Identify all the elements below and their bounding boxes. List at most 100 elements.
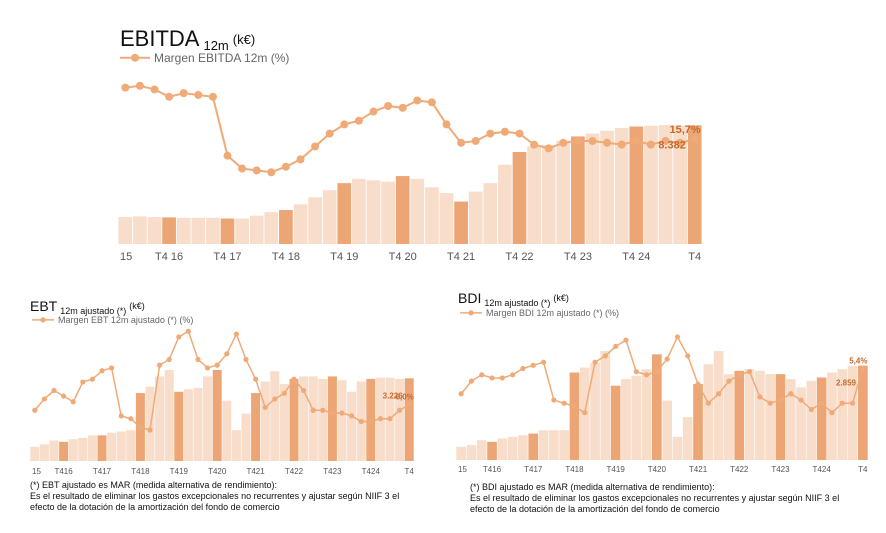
bdi-line-point bbox=[716, 391, 722, 397]
ebt-line-point bbox=[329, 410, 335, 416]
ebt-line-point bbox=[320, 407, 326, 413]
ebt-x-tick-label: T417 bbox=[93, 467, 112, 476]
ebt-bar bbox=[87, 435, 97, 461]
bdi-line-point bbox=[695, 381, 701, 387]
ebt-line-point bbox=[233, 331, 239, 337]
bdi-bar bbox=[744, 369, 755, 460]
ebitda-bar bbox=[279, 210, 293, 244]
bdi-bar bbox=[610, 385, 621, 460]
ebt-bar bbox=[279, 384, 289, 461]
ebitda-line-point bbox=[617, 140, 626, 149]
ebitda-x-tick-label: T4 22 bbox=[505, 251, 533, 263]
ebitda-bar bbox=[352, 178, 366, 244]
ebitda-chart: EBITDA 12m (k€) Margen EBITDA 12m (%) 8.382 1… bbox=[118, 26, 702, 263]
ebitda-bar bbox=[498, 164, 512, 244]
ebitda-x-tick-label: T4 17 bbox=[213, 251, 241, 263]
bdi-x-tick-label: T422 bbox=[730, 465, 749, 474]
bdi-x-tick-label: T420 bbox=[648, 465, 667, 474]
bdi-bar bbox=[693, 384, 703, 460]
ebt-bar bbox=[404, 378, 414, 461]
ebitda-title-unit: (k€) bbox=[233, 32, 255, 47]
ebitda-line-point bbox=[559, 138, 568, 147]
ebitda-line-point bbox=[179, 89, 188, 98]
ebt-line-point bbox=[166, 356, 172, 363]
ebt-bar bbox=[337, 380, 347, 461]
ebitda-line-point bbox=[384, 102, 393, 110]
ebitda-line-point bbox=[588, 136, 597, 145]
bdi-line-points bbox=[458, 334, 866, 416]
bdi-line-point bbox=[551, 397, 557, 403]
ebt-bar bbox=[270, 371, 280, 461]
bdi-bar bbox=[785, 379, 796, 460]
ebitda-line-point bbox=[281, 162, 290, 171]
ebitda-bar bbox=[264, 212, 279, 244]
ebt-line-point bbox=[397, 407, 403, 413]
bdi-x-tick-label: T416 bbox=[483, 465, 502, 474]
bdi-x-tick-label: T418 bbox=[565, 465, 584, 474]
ebitda-line-point bbox=[486, 129, 495, 138]
bdi-line-point bbox=[849, 400, 856, 406]
bdi-x-tick-label: T423 bbox=[771, 465, 790, 474]
ebt-footnote: (*) EBT ajustado es MAR (medida alternat… bbox=[30, 480, 399, 513]
ebitda-bar bbox=[541, 144, 556, 244]
ebitda-bar bbox=[687, 125, 702, 244]
ebitda-x-tick-label: T4 24 bbox=[622, 251, 650, 263]
ebt-line-point bbox=[339, 410, 345, 416]
bdi-bar bbox=[682, 417, 693, 460]
ebt-margin-line bbox=[34, 330, 410, 431]
ebt-line-point bbox=[147, 427, 153, 433]
ebt-bar bbox=[155, 376, 165, 461]
ebt-bar bbox=[231, 430, 241, 461]
bdi-line-point bbox=[839, 400, 845, 406]
bdi-line-point bbox=[746, 369, 753, 375]
bdi-line-point bbox=[592, 359, 598, 365]
ebt-bar bbox=[308, 376, 318, 461]
ebitda-x-tick-label: T4 20 bbox=[389, 251, 417, 263]
ebitda-line-point bbox=[427, 98, 436, 107]
bdi-bar bbox=[858, 365, 868, 460]
ebt-title-sub: 12m ajustado (*) bbox=[60, 306, 126, 316]
bdi-bar bbox=[796, 387, 806, 460]
ebt-line-point bbox=[301, 387, 307, 394]
bdi-footnote-line-3: efecto de la dotación de la amortización… bbox=[470, 504, 720, 514]
ebitda-margin-line bbox=[125, 84, 695, 174]
ebitda-bar bbox=[673, 125, 687, 244]
bdi-line-point bbox=[468, 378, 475, 384]
ebitda-line-points bbox=[121, 81, 699, 177]
bdi-bar bbox=[476, 440, 487, 460]
bdi-legend-label: Margen BDI 12m ajustado (*) (%) bbox=[486, 308, 619, 318]
ebitda-bar bbox=[293, 204, 308, 244]
bdi-bar bbox=[569, 372, 580, 460]
ebt-x-tick-label: T419 bbox=[170, 467, 189, 476]
bdi-line-point bbox=[602, 353, 608, 359]
bdi-bar bbox=[631, 375, 642, 460]
ebt-bar bbox=[241, 413, 251, 461]
bdi-bar bbox=[507, 436, 518, 460]
ebt-line-point bbox=[99, 368, 105, 374]
ebt-line-last-label: 6,0% bbox=[396, 393, 414, 402]
ebitda-bar bbox=[658, 125, 673, 244]
ebt-bar bbox=[49, 440, 59, 461]
ebt-bar bbox=[222, 400, 232, 461]
ebitda-bar-last-label: 8.382 bbox=[658, 139, 686, 151]
bdi-line-point bbox=[685, 353, 691, 359]
ebt-line-point bbox=[214, 362, 220, 368]
ebitda-line-point bbox=[413, 96, 422, 105]
bdi-bar bbox=[652, 354, 662, 460]
ebitda-line-last-label: 15,7% bbox=[669, 124, 700, 136]
bdi-bar bbox=[559, 430, 569, 460]
ebt-bar bbox=[347, 391, 357, 461]
ebt-bar bbox=[193, 387, 203, 461]
bdi-line-point bbox=[633, 369, 639, 375]
ebt-bar bbox=[145, 386, 155, 461]
ebt-footnote-line-2: Es el resultado de eliminar los gastos e… bbox=[30, 491, 400, 501]
bdi-bars bbox=[456, 351, 868, 460]
ebitda-line-point bbox=[573, 136, 582, 145]
bdi-x-tick-label: T421 bbox=[689, 465, 708, 474]
ebitda-line-point bbox=[646, 140, 655, 149]
ebitda-bar bbox=[512, 152, 527, 244]
ebt-bar bbox=[318, 378, 328, 461]
ebitda-legend-label: Margen EBITDA 12m (%) bbox=[154, 51, 289, 65]
bdi-footnote: (*) BDI ajustado es MAR (medida alternat… bbox=[470, 482, 839, 515]
